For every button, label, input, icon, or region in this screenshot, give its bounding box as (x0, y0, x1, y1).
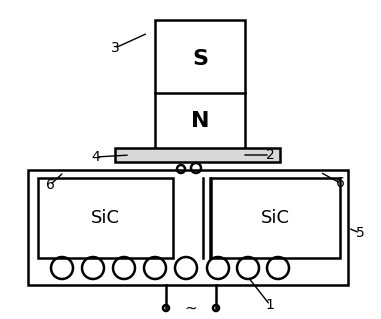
Text: 3: 3 (110, 41, 119, 55)
Bar (38, 178, 173, 258)
Text: ~: ~ (185, 300, 197, 315)
Text: N: N (191, 111, 209, 131)
Text: 6: 6 (46, 178, 54, 192)
Text: 1: 1 (266, 298, 274, 312)
Bar (115, 148, 280, 162)
Text: 6: 6 (336, 176, 344, 190)
Bar (28, 170, 348, 285)
Text: S: S (192, 49, 208, 69)
Text: 4: 4 (91, 150, 100, 164)
Bar (155, 20, 245, 150)
Bar (210, 178, 340, 258)
Text: SiC: SiC (91, 209, 120, 227)
Text: 5: 5 (355, 226, 364, 240)
Text: 2: 2 (266, 148, 274, 162)
Text: SiC: SiC (261, 209, 290, 227)
